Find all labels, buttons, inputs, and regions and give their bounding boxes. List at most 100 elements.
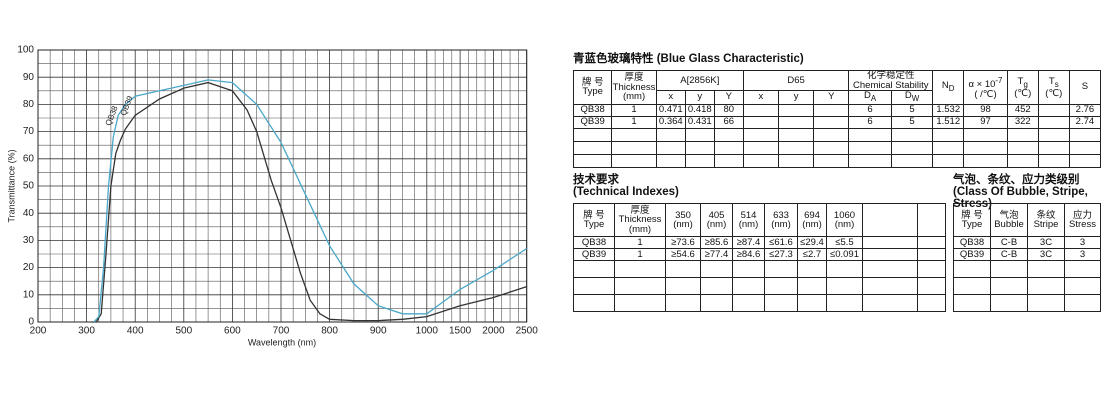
cell-line: (nm): [673, 219, 693, 230]
cell-line: (nm): [834, 219, 855, 230]
data-cell: ≥85.6: [700, 236, 733, 249]
empty-cell: [953, 294, 991, 312]
cell-line: 514: [740, 209, 757, 221]
header-cell: Y: [813, 90, 850, 105]
empty-cell: [862, 260, 918, 278]
header-cell: Y: [713, 90, 744, 105]
header-cell: 气泡 Bubble: [990, 203, 1028, 237]
empty-cell: [684, 127, 715, 142]
empty-cell: [1027, 277, 1065, 295]
empty-cell: [1064, 260, 1101, 278]
data-cell: 1: [611, 103, 657, 117]
cell-line: (nm): [771, 219, 791, 230]
unit: (℃): [1045, 87, 1063, 99]
empty-cell: [932, 153, 965, 168]
empty-cell: [665, 277, 701, 295]
y-tick-label: 100: [17, 45, 34, 56]
empty-cell: [713, 127, 744, 142]
data-cell: 1: [614, 248, 666, 261]
header-cell: 694 (nm): [797, 203, 827, 237]
empty-cell: [1006, 127, 1039, 142]
empty-cell: [797, 260, 827, 278]
data-cell: 2.76: [1068, 103, 1102, 117]
subscript: A: [870, 93, 877, 103]
data-cell: 5: [890, 103, 934, 117]
header-cell: α × 10-7 ( /℃): [963, 70, 1008, 105]
data-cell: 6: [848, 103, 892, 117]
empty-cell: [742, 153, 779, 168]
y-tick-label: 80: [23, 99, 35, 110]
cell-line: 350: [675, 209, 691, 221]
empty-cell: [611, 127, 657, 142]
empty-cell: [917, 294, 946, 312]
empty-cell: [614, 260, 666, 278]
table: 牌 号 Type 气泡 Bubble 条纹 Stripe 应力 Stress QB38 C-B 3C…: [953, 203, 1101, 312]
empty-cell: [742, 140, 779, 155]
data-cell: 98: [963, 103, 1008, 117]
data-cell: [742, 115, 779, 129]
x-tick-label: 2500: [516, 326, 539, 337]
header-row: 牌 号 Type 厚度 Thickness (mm) 350 (nm) 405 (nm) 514(…: [573, 203, 946, 237]
y-tick-label: 70: [23, 126, 35, 137]
x-tick-label: 900: [370, 326, 387, 337]
subscript: D: [948, 83, 955, 93]
empty-cell: [655, 153, 686, 168]
header-cell: Tg (℃): [1006, 70, 1039, 105]
unit: (℃): [1014, 87, 1032, 99]
cell-line: (mm): [628, 223, 652, 235]
cell-line: 条纹: [1036, 209, 1056, 221]
empty-cell: [932, 140, 965, 155]
empty-cell: [862, 248, 918, 261]
cell-line: (mm): [622, 91, 646, 103]
data-cell: 452: [1006, 103, 1039, 117]
symbol: T: [1048, 75, 1055, 87]
cell-line: (nm): [738, 219, 759, 230]
cell-line: 1060: [833, 209, 856, 221]
data-cell: QB38: [573, 236, 615, 249]
empty-cell: [764, 277, 798, 295]
header-cell: 厚度 Thickness (mm): [611, 70, 657, 105]
symbol: T: [1017, 75, 1024, 87]
empty-cell: [1068, 140, 1102, 155]
header-cell: 405 (nm): [700, 203, 733, 237]
empty-cell: [917, 248, 946, 261]
chart: Transmittance (%) Wavelength (nm) 0 10 20 3…: [6, 45, 539, 348]
empty-cell: [1068, 127, 1102, 142]
header-cell: 633 (nm): [764, 203, 798, 237]
cell-line: 厚度: [624, 72, 644, 84]
superscript: -7: [995, 75, 1003, 85]
x-tick-label: 600: [224, 326, 241, 337]
empty-cell: [655, 127, 686, 142]
empty-cell: [713, 153, 744, 168]
cell-line: 化学稳定性: [867, 70, 915, 81]
header-row: 牌 号 Type 气泡 Bubble 条纹 Stripe 应力 Stress: [953, 203, 1101, 237]
cell-line: 牌 号: [581, 76, 604, 88]
series-label: QB38: [104, 104, 120, 127]
header-cell: 牌 号 Type: [572, 70, 613, 105]
x-tick-label: 500: [175, 326, 192, 337]
empty-cell: [890, 127, 934, 142]
data-cell: 1: [614, 236, 666, 249]
empty-cell: [700, 294, 733, 312]
empty-row: [573, 277, 946, 295]
data-cell: ≤0.091: [826, 248, 863, 261]
x-tick-label: 700: [273, 326, 290, 337]
data-cell: QB38: [572, 103, 613, 117]
data-cell: 6: [848, 115, 892, 129]
empty-row: [573, 294, 946, 312]
title-en: (Technical Indexes): [573, 186, 679, 198]
title-cn: 气泡、条纹、应力类级别: [953, 174, 1080, 186]
plot-frame: [37, 49, 528, 323]
y-tick-label: 50: [23, 181, 35, 192]
data-cell: QB39: [573, 248, 615, 261]
empty-cell: [1037, 127, 1070, 142]
data-cell: [813, 115, 850, 129]
symbol: α × 10: [968, 79, 996, 91]
header-cell: Ts (℃): [1037, 70, 1070, 105]
cell-line: 405: [708, 209, 725, 221]
table: 牌 号 Type 厚度 Thickness (mm) A[2856K] D65 化学稳…: [572, 70, 1102, 168]
blue-glass-table: 牌 号 Type 厚度 Thickness (mm) A[2856K] D65 化学稳…: [572, 70, 1102, 168]
data-row: QB38 1 ≥73.6 ≥85.6 ≥87.4 ≤61.6 ≤29.4 ≤5.5: [573, 236, 946, 249]
data-cell: ≥54.6: [665, 248, 701, 261]
